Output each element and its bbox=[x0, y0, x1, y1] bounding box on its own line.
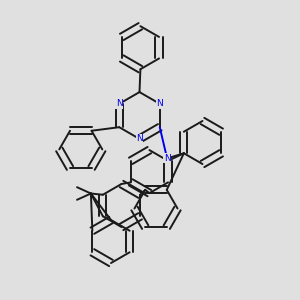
Text: N: N bbox=[164, 154, 170, 163]
Text: N: N bbox=[136, 134, 143, 143]
Text: N: N bbox=[116, 99, 123, 108]
Text: N: N bbox=[156, 99, 163, 108]
